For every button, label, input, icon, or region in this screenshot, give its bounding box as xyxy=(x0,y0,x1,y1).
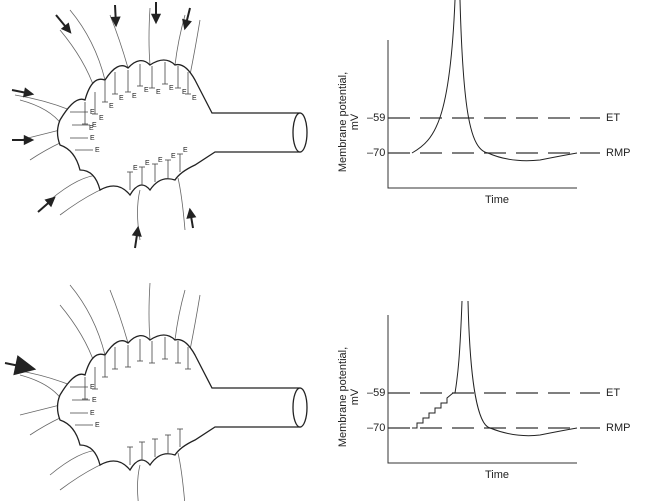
synapse-label: E xyxy=(92,122,97,129)
synapse-label: E xyxy=(109,103,114,110)
nerve-fiber xyxy=(137,464,141,501)
y-axis-label: Membrane potential,mV xyxy=(337,347,361,447)
nerve-fiber xyxy=(174,289,186,341)
level-label: RMP xyxy=(606,147,630,159)
synapse-label: E xyxy=(156,89,161,96)
nerve-fiber xyxy=(69,9,106,81)
level-tick: –59 xyxy=(367,387,385,399)
synapse-label: E xyxy=(192,95,197,102)
level-tick: –70 xyxy=(367,422,385,434)
synapse-label: E xyxy=(90,109,95,116)
potential-trace xyxy=(412,300,578,437)
arrow-head xyxy=(150,13,162,25)
nerve-fiber xyxy=(148,7,151,66)
nerve-fiber xyxy=(19,99,63,126)
synapse-label: E xyxy=(171,153,176,160)
arrow-head xyxy=(186,207,197,219)
synapse-label: E xyxy=(133,165,138,172)
level-tick: –59 xyxy=(367,112,385,124)
synapse-label: E xyxy=(90,410,95,417)
nerve-fiber xyxy=(174,14,186,66)
x-axis-label: Time xyxy=(485,469,509,481)
synapse-label: E xyxy=(119,95,124,102)
nerve-fiber xyxy=(189,19,201,76)
graph-axes xyxy=(387,40,577,189)
axon-end xyxy=(292,387,308,428)
arrow-head xyxy=(110,16,121,28)
y-axis-label-line: mV xyxy=(349,113,361,130)
nerve-fiber xyxy=(29,416,63,436)
synapse-label: E xyxy=(183,147,188,154)
synapse-label: E xyxy=(169,85,174,92)
level-label: RMP xyxy=(606,422,630,434)
synapse-label: E xyxy=(158,157,163,164)
nerve-fiber xyxy=(189,294,201,351)
level-tick: –70 xyxy=(367,147,385,159)
arrow-head xyxy=(23,134,35,146)
nerve-fiber xyxy=(69,284,106,356)
nerve-fiber xyxy=(177,177,186,231)
synapse-label: E xyxy=(95,422,100,429)
nerve-fiber xyxy=(49,449,101,476)
potential-trace xyxy=(411,0,578,162)
y-axis-label-line: Membrane potential, xyxy=(337,347,349,447)
level-label: ET xyxy=(606,387,620,399)
arrow-head xyxy=(182,18,192,31)
arrow-head xyxy=(13,355,37,376)
arrow-head xyxy=(44,196,56,208)
nerve-fiber xyxy=(29,141,63,161)
arrow-head xyxy=(131,225,142,237)
synapse-label: E xyxy=(90,384,95,391)
synapse-label: E xyxy=(95,147,100,154)
nerve-fiber xyxy=(19,404,61,416)
synapse-label: E xyxy=(132,93,137,100)
axon-end xyxy=(292,112,308,153)
nerve-fiber xyxy=(14,94,71,111)
y-axis-label-line: Membrane potential, xyxy=(337,72,349,172)
nerve-fiber xyxy=(49,174,101,201)
arrow-head xyxy=(22,87,35,98)
nerve-fiber xyxy=(109,14,129,69)
y-axis-label-line: mV xyxy=(349,388,361,405)
y-axis-label: Membrane potential,mV xyxy=(337,72,361,172)
synapse-label: E xyxy=(89,125,94,132)
graph-axes xyxy=(387,315,577,464)
synapse-label: E xyxy=(90,135,95,142)
nerve-fiber xyxy=(177,452,186,501)
nerve-fiber xyxy=(19,374,63,401)
nerve-fiber xyxy=(148,282,151,341)
level-label: ET xyxy=(606,112,620,124)
synapse-label: E xyxy=(92,397,97,404)
synapse-label: E xyxy=(144,87,149,94)
x-axis-label: Time xyxy=(485,194,509,206)
synapse-label: E xyxy=(145,160,150,167)
arrow-head xyxy=(60,22,72,34)
nerve-fiber xyxy=(109,289,129,344)
synapse-label: E xyxy=(182,89,187,96)
synapse-label: E xyxy=(99,115,104,122)
